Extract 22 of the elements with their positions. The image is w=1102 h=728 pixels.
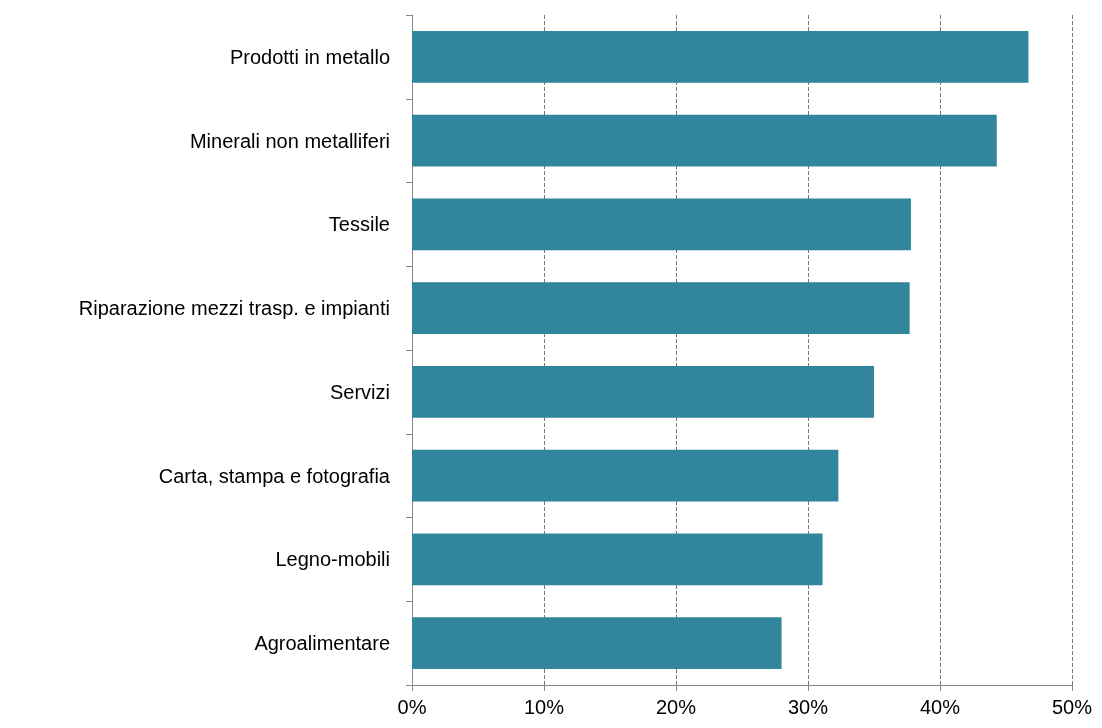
y-tick-label: Agroalimentare — [254, 632, 390, 655]
y-tick-label: Riparazione mezzi trasp. e impianti — [78, 297, 390, 320]
bar — [412, 282, 910, 335]
x-tick-label: 0% — [397, 696, 427, 718]
x-tick-label: 20% — [655, 696, 697, 718]
bar — [412, 365, 874, 418]
y-tick-label: Servizi — [329, 380, 390, 403]
bar — [412, 533, 823, 586]
bar — [412, 30, 1029, 83]
x-tick-label: 40% — [919, 696, 961, 718]
x-tick-label: 10% — [523, 696, 565, 718]
bar — [412, 114, 997, 167]
bar — [412, 198, 911, 251]
y-tick-label: Carta, stampa e fotografia — [158, 464, 391, 487]
y-tick-label: Prodotti in metallo — [229, 45, 390, 68]
bar — [412, 449, 839, 502]
x-tick-label: 30% — [787, 696, 829, 718]
y-tick-label: Legno-mobili — [275, 548, 390, 571]
y-tick-label: Minerali non metalliferi — [189, 129, 390, 152]
y-tick-label: Tessile — [328, 213, 390, 236]
x-tick-label: 50% — [1051, 696, 1093, 718]
bar — [412, 617, 782, 670]
